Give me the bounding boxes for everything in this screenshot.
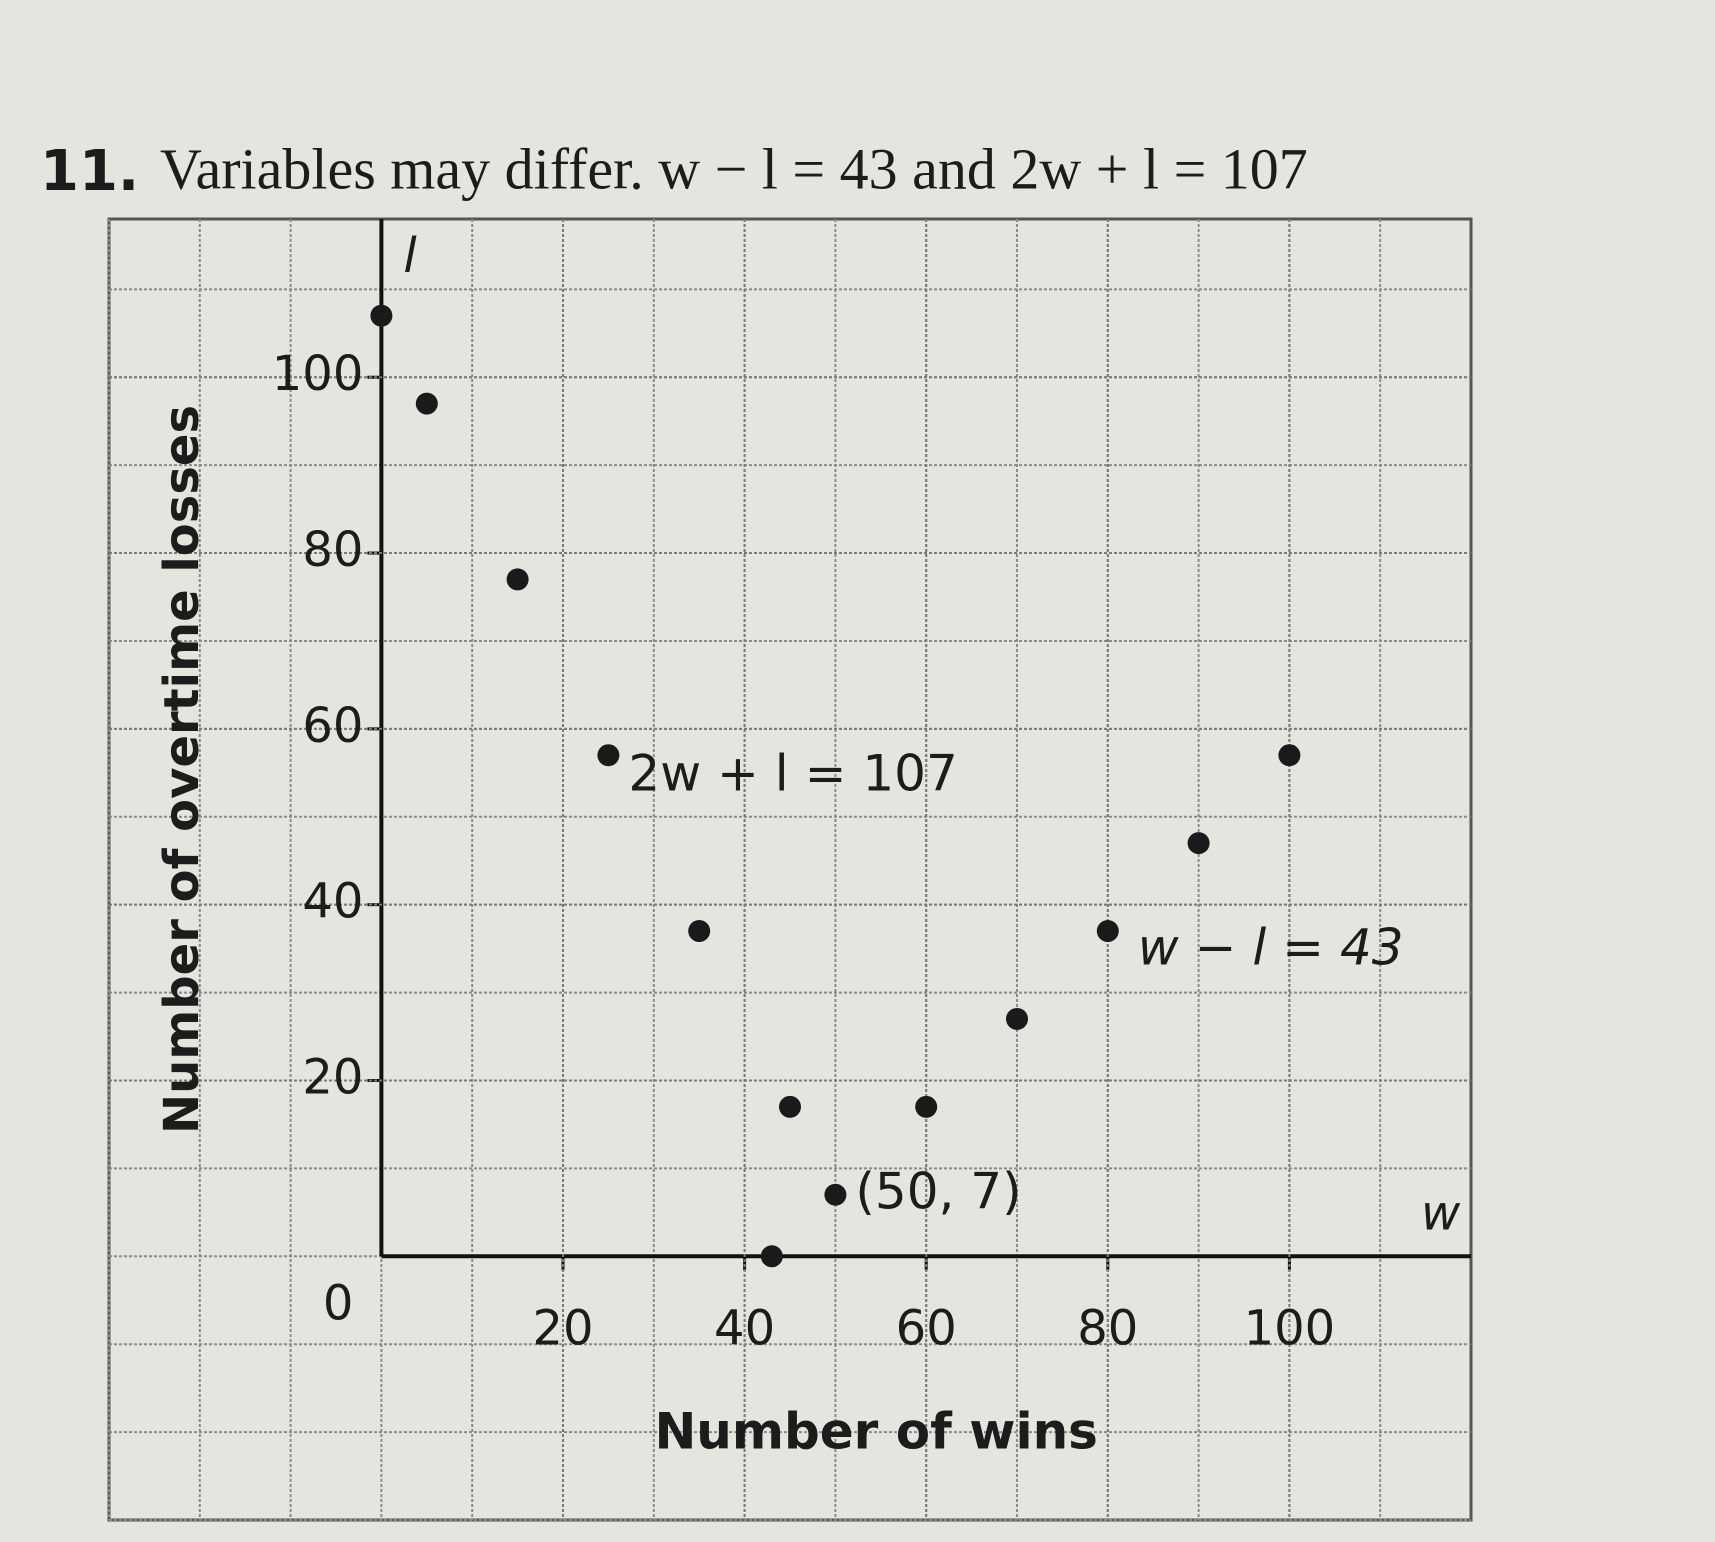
point [1006, 1007, 1028, 1030]
x-axis-label: Number of wins [654, 1403, 1098, 1461]
origin-label: 0 [323, 1275, 354, 1331]
x-tick-label: 80 [1077, 1300, 1138, 1356]
point [760, 1245, 783, 1268]
y-axis-letter: l [403, 228, 417, 284]
y-tick-label: 40 [302, 874, 363, 930]
point [506, 568, 529, 591]
point [1096, 920, 1119, 943]
y-axis-label: Number of overtime losses [154, 405, 210, 1134]
point [597, 744, 620, 767]
series-label: 2w + l = 107 [628, 745, 957, 803]
point [824, 1183, 847, 1206]
x-tick-label: 40 [714, 1300, 775, 1356]
point [415, 392, 438, 415]
x-tick-label: 100 [1244, 1300, 1336, 1356]
point-annotation: (50, 7) [855, 1162, 1021, 1220]
point [688, 920, 711, 943]
chart-title: Variables may differ. w − l = 43 and 2w … [160, 136, 1308, 201]
problem-number: 11. [40, 139, 139, 204]
x-tick-label: 60 [896, 1300, 957, 1356]
series-label: w − l = 43 [1138, 919, 1404, 977]
point [915, 1095, 938, 1118]
y-tick-label: 20 [302, 1049, 363, 1105]
y-tick-label: 60 [302, 698, 363, 754]
point [779, 1095, 801, 1118]
point [1187, 832, 1210, 855]
point [370, 304, 393, 327]
y-tick-label: 100 [272, 346, 364, 402]
y-tick-label: 80 [302, 522, 363, 578]
x-tick-label: 20 [532, 1300, 593, 1356]
point [1278, 744, 1301, 767]
x-axis-letter: w [1421, 1185, 1461, 1241]
